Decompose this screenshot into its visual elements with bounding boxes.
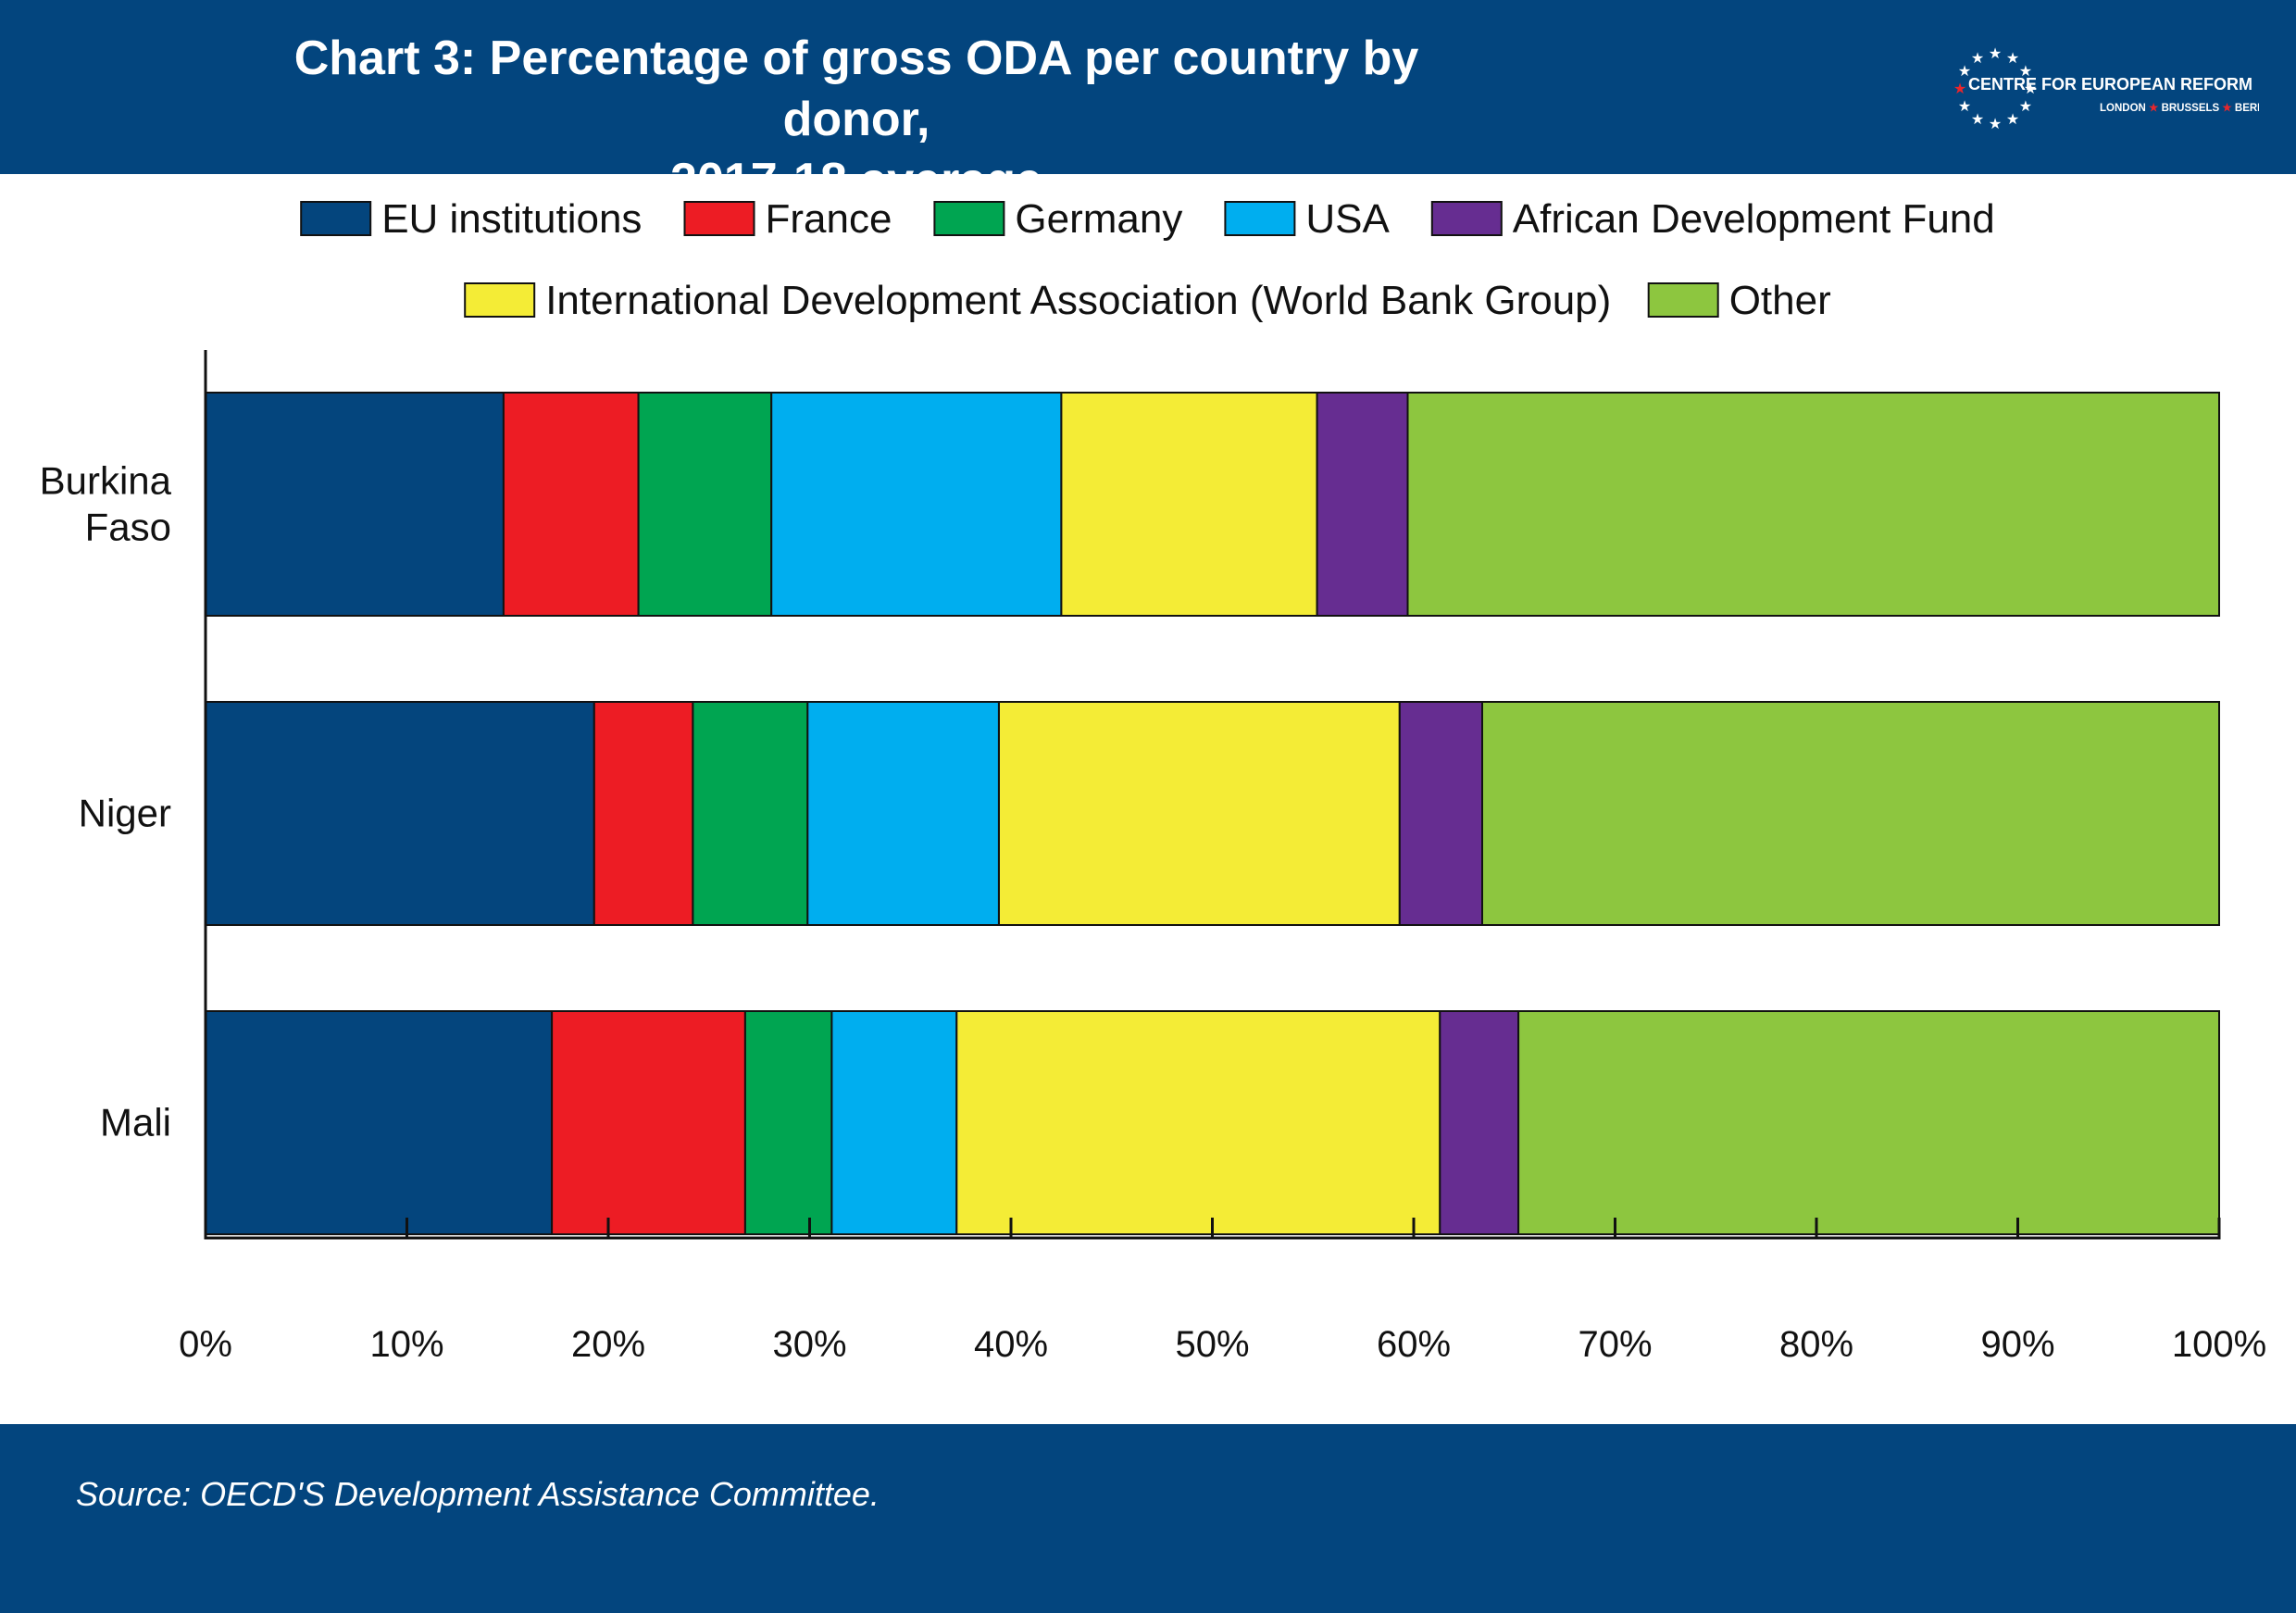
- x-tick-label-60: 60%: [1377, 1324, 1451, 1365]
- x-tick-label-90: 90%: [1980, 1324, 2054, 1365]
- x-tick-label-30: 30%: [772, 1324, 846, 1365]
- bars: [205, 392, 2220, 1235]
- x-tick-label-0: 0%: [179, 1324, 232, 1365]
- legend-swatch-african-development-fund: [1430, 201, 1503, 236]
- bar-mali-germany: [743, 1010, 833, 1235]
- chart: EU institutions France Germany USA African D…: [40, 196, 2267, 1365]
- category-label-burkina-faso: Faso: [85, 506, 171, 549]
- cer-logo: ★ ★★★★★★★★★★★ CENTRE FOR EUROPEAN REFORM …: [1953, 46, 2259, 132]
- x-tick-label-20: 20%: [571, 1324, 645, 1365]
- bar-mali-usa: [830, 1010, 958, 1235]
- x-tick-label-80: 80%: [1779, 1324, 1853, 1365]
- legend-swatch-usa: [1224, 201, 1296, 236]
- category-label-niger: Niger: [79, 792, 171, 835]
- logo-star-ring: ★ ★★★★★★★★★★★: [1953, 46, 2037, 132]
- legend-swatch-eu-institutions: [300, 201, 372, 236]
- bar-burkina-faso-eu-institutions: [205, 392, 505, 617]
- bar-niger-eu-institutions: [205, 701, 595, 926]
- logo-cities: LONDON ★ BRUSSELS ★ BERLIN: [2100, 102, 2259, 114]
- legend-label-international-development-association-world-bank-group: International Development Association (W…: [545, 278, 1611, 323]
- logo-city-berlin: BERLIN: [2235, 103, 2259, 114]
- logo-name: CENTRE FOR EUROPEAN REFORM: [1968, 75, 2252, 94]
- chart-title: Chart 3: Percentage of gross ODA per cou…: [259, 28, 1454, 211]
- bar-niger-international-development-association-world-bank-group: [998, 701, 1401, 926]
- logo-star-icon: ★: [2024, 81, 2037, 97]
- legend-label-african-development-fund: African Development Fund: [1513, 196, 1995, 242]
- bar-mali-international-development-association-world-bank-group: [955, 1010, 1441, 1235]
- logo-star-icon: ★: [1971, 51, 1984, 67]
- x-tick-label-50: 50%: [1175, 1324, 1249, 1365]
- bar-niger-germany: [692, 701, 809, 926]
- logo-star-icon: ★: [1989, 117, 2002, 132]
- logo-city-brussels: BRUSSELS: [2162, 103, 2220, 114]
- x-tick-label-40: 40%: [974, 1324, 1048, 1365]
- x-tick-label-10: 10%: [369, 1324, 443, 1365]
- logo-star-icon: ★: [2019, 64, 2032, 80]
- logo-star-icon: ★: [1953, 81, 1966, 97]
- x-tick-label-100: 100%: [2172, 1324, 2266, 1365]
- bar-burkina-faso-usa: [770, 392, 1063, 617]
- legend-swatch-france: [683, 201, 755, 236]
- bar-niger-other: [1481, 701, 2220, 926]
- legend-swatch-other: [1647, 282, 1719, 318]
- footer-banner: Source: OECD'S Development Assistance Co…: [0, 1424, 2296, 1613]
- legend-label-germany: Germany: [1015, 196, 1182, 242]
- legend-label-france: France: [766, 196, 892, 242]
- bar-niger-usa: [806, 701, 1000, 926]
- category-label-mali: Mali: [100, 1101, 171, 1144]
- legend-swatch-germany: [933, 201, 1005, 236]
- logo-star-icon: ★: [1958, 64, 1971, 80]
- legend-swatch-international-development-association-world-bank-group: [464, 282, 536, 318]
- logo-star-icon: ★: [1958, 99, 1971, 115]
- logo-city-sep-2: ★: [2222, 102, 2235, 114]
- bar-burkina-faso-international-development-association-world-bank-group: [1060, 392, 1318, 617]
- bar-mali-eu-institutions: [205, 1010, 554, 1235]
- chart-title-line-1: Chart 3: Percentage of gross ODA per cou…: [293, 31, 1419, 146]
- logo-star-icon: ★: [2006, 51, 2019, 67]
- bar-niger-france: [593, 701, 694, 926]
- legend-label-other: Other: [1729, 278, 1831, 323]
- bar-mali-african-development-fund: [1439, 1010, 1520, 1235]
- legend-label-usa: USA: [1305, 196, 1390, 242]
- legend-label-eu-institutions: EU institutions: [381, 196, 642, 242]
- bar-burkina-faso-germany: [637, 392, 773, 617]
- bar-burkina-faso-other: [1406, 392, 2220, 617]
- x-tick-label-70: 70%: [1578, 1324, 1652, 1365]
- logo-star-icon: ★: [1971, 112, 1984, 128]
- bar-niger-african-development-fund: [1398, 701, 1484, 926]
- category-label-burkina-faso: Burkina: [40, 459, 172, 503]
- bar-mali-france: [551, 1010, 746, 1235]
- logo-city-london: LONDON: [2100, 103, 2146, 114]
- chart-title-line-2: 2017-18 average: [670, 154, 1042, 207]
- logo-star-icon: ★: [1989, 46, 2002, 62]
- header-banner: Chart 3: Percentage of gross ODA per cou…: [0, 0, 2296, 207]
- bar-burkina-faso-france: [502, 392, 640, 617]
- bar-mali-other: [1517, 1010, 2220, 1235]
- bar-burkina-faso-african-development-fund: [1316, 392, 1409, 617]
- logo-city-sep-1: ★: [2149, 102, 2162, 114]
- source-note: Source: OECD'S Development Assistance Co…: [76, 1475, 880, 1513]
- axes: 0% 10% 20% 30% 40% 50% 60% 70% 80% 90% 100%: [179, 350, 2266, 1365]
- logo-star-icon: ★: [2006, 112, 2019, 128]
- legend: EU institutions France Germany USA African D…: [300, 196, 1995, 323]
- logo-star-icon: ★: [2019, 99, 2032, 115]
